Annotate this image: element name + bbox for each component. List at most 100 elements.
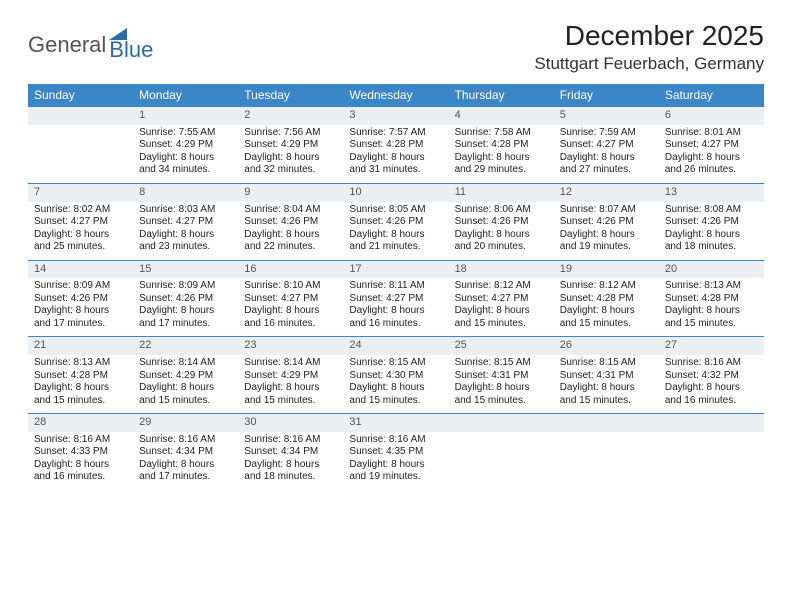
day-info-line: Sunrise: 8:15 AM	[455, 357, 548, 370]
location-label: Stuttgart Feuerbach, Germany	[534, 54, 764, 74]
day-info-line: Sunrise: 8:15 AM	[560, 357, 653, 370]
day-body: Sunrise: 8:14 AMSunset: 4:29 PMDaylight:…	[133, 355, 238, 413]
calendar-week-row: 1Sunrise: 7:55 AMSunset: 4:29 PMDaylight…	[28, 106, 764, 183]
day-body: Sunrise: 8:16 AMSunset: 4:32 PMDaylight:…	[659, 355, 764, 413]
day-info-line: and 34 minutes.	[139, 164, 232, 177]
calendar-day-cell: 1Sunrise: 7:55 AMSunset: 4:29 PMDaylight…	[133, 106, 238, 183]
day-number: 18	[449, 260, 554, 279]
day-info-line: Sunset: 4:28 PM	[560, 293, 653, 306]
day-info-line: and 23 minutes.	[139, 241, 232, 254]
day-body: Sunrise: 8:14 AMSunset: 4:29 PMDaylight:…	[238, 355, 343, 413]
day-number: 6	[659, 106, 764, 125]
calendar-day-cell: 8Sunrise: 8:03 AMSunset: 4:27 PMDaylight…	[133, 183, 238, 260]
day-info-line: and 18 minutes.	[665, 241, 758, 254]
day-info-line: Sunrise: 8:13 AM	[665, 280, 758, 293]
day-info-line: Sunrise: 8:13 AM	[34, 357, 127, 370]
day-body: Sunrise: 7:57 AMSunset: 4:28 PMDaylight:…	[343, 125, 448, 183]
day-number: 14	[28, 260, 133, 279]
day-number: 5	[554, 106, 659, 125]
day-number: 21	[28, 336, 133, 355]
brand-text-general: General	[28, 32, 106, 58]
day-info-line: Sunrise: 8:05 AM	[349, 204, 442, 217]
calendar-day-cell: 30Sunrise: 8:16 AMSunset: 4:34 PMDayligh…	[238, 413, 343, 490]
brand-text-blue: Blue	[109, 37, 153, 63]
day-number: 28	[28, 413, 133, 432]
calendar-day-cell: 21Sunrise: 8:13 AMSunset: 4:28 PMDayligh…	[28, 336, 133, 413]
day-body: Sunrise: 7:56 AMSunset: 4:29 PMDaylight:…	[238, 125, 343, 183]
day-info-line: and 21 minutes.	[349, 241, 442, 254]
day-info-line: and 20 minutes.	[455, 241, 548, 254]
day-number: 4	[449, 106, 554, 125]
calendar-day-cell: 18Sunrise: 8:12 AMSunset: 4:27 PMDayligh…	[449, 260, 554, 337]
day-body: Sunrise: 8:15 AMSunset: 4:31 PMDaylight:…	[449, 355, 554, 413]
day-info-line: Sunrise: 7:58 AM	[455, 127, 548, 140]
day-info-line: Sunset: 4:30 PM	[349, 370, 442, 383]
day-info-line: and 15 minutes.	[560, 395, 653, 408]
day-info-line: Sunrise: 8:09 AM	[34, 280, 127, 293]
day-body: Sunrise: 8:04 AMSunset: 4:26 PMDaylight:…	[238, 202, 343, 260]
day-info-line: Sunset: 4:26 PM	[244, 216, 337, 229]
weekday-header: Thursday	[449, 84, 554, 106]
day-body: Sunrise: 7:55 AMSunset: 4:29 PMDaylight:…	[133, 125, 238, 183]
day-number	[449, 413, 554, 432]
calendar-day-cell: 3Sunrise: 7:57 AMSunset: 4:28 PMDaylight…	[343, 106, 448, 183]
day-info-line: Daylight: 8 hours	[665, 382, 758, 395]
calendar-day-cell: 26Sunrise: 8:15 AMSunset: 4:31 PMDayligh…	[554, 336, 659, 413]
calendar-day-cell: 5Sunrise: 7:59 AMSunset: 4:27 PMDaylight…	[554, 106, 659, 183]
day-info-line: Sunrise: 7:56 AM	[244, 127, 337, 140]
day-info-line: Daylight: 8 hours	[455, 229, 548, 242]
day-number: 25	[449, 336, 554, 355]
day-info-line: Sunset: 4:26 PM	[34, 293, 127, 306]
day-info-line: Sunset: 4:26 PM	[139, 293, 232, 306]
day-body: Sunrise: 8:08 AMSunset: 4:26 PMDaylight:…	[659, 202, 764, 260]
day-number: 31	[343, 413, 448, 432]
day-number: 8	[133, 183, 238, 202]
day-info-line: Daylight: 8 hours	[139, 382, 232, 395]
day-body: Sunrise: 8:15 AMSunset: 4:30 PMDaylight:…	[343, 355, 448, 413]
day-info-line: Daylight: 8 hours	[34, 459, 127, 472]
day-body: Sunrise: 8:05 AMSunset: 4:26 PMDaylight:…	[343, 202, 448, 260]
day-info-line: Daylight: 8 hours	[139, 305, 232, 318]
day-info-line: Sunset: 4:35 PM	[349, 446, 442, 459]
day-number: 29	[133, 413, 238, 432]
day-info-line: and 15 minutes.	[139, 395, 232, 408]
day-number: 17	[343, 260, 448, 279]
calendar-day-cell: 25Sunrise: 8:15 AMSunset: 4:31 PMDayligh…	[449, 336, 554, 413]
day-number: 10	[343, 183, 448, 202]
day-body: Sunrise: 8:01 AMSunset: 4:27 PMDaylight:…	[659, 125, 764, 183]
calendar-day-cell: 27Sunrise: 8:16 AMSunset: 4:32 PMDayligh…	[659, 336, 764, 413]
day-body	[449, 432, 554, 490]
day-info-line: and 22 minutes.	[244, 241, 337, 254]
day-info-line: Sunset: 4:29 PM	[244, 370, 337, 383]
day-info-line: Sunset: 4:31 PM	[560, 370, 653, 383]
weekday-row: SundayMondayTuesdayWednesdayThursdayFrid…	[28, 84, 764, 106]
calendar-day-cell: 28Sunrise: 8:16 AMSunset: 4:33 PMDayligh…	[28, 413, 133, 490]
day-info-line: Sunset: 4:27 PM	[560, 139, 653, 152]
day-info-line: Sunrise: 8:08 AM	[665, 204, 758, 217]
day-info-line: and 25 minutes.	[34, 241, 127, 254]
calendar-day-cell	[28, 106, 133, 183]
weekday-header: Monday	[133, 84, 238, 106]
day-info-line: Sunrise: 8:16 AM	[665, 357, 758, 370]
day-info-line: Daylight: 8 hours	[244, 152, 337, 165]
day-body: Sunrise: 8:02 AMSunset: 4:27 PMDaylight:…	[28, 202, 133, 260]
day-body: Sunrise: 8:06 AMSunset: 4:26 PMDaylight:…	[449, 202, 554, 260]
calendar-day-cell: 20Sunrise: 8:13 AMSunset: 4:28 PMDayligh…	[659, 260, 764, 337]
month-title: December 2025	[534, 20, 764, 52]
day-info-line: Sunset: 4:26 PM	[560, 216, 653, 229]
day-number: 20	[659, 260, 764, 279]
day-info-line: Sunrise: 8:12 AM	[560, 280, 653, 293]
day-info-line: and 16 minutes.	[349, 318, 442, 331]
day-info-line: Daylight: 8 hours	[455, 152, 548, 165]
day-body: Sunrise: 8:13 AMSunset: 4:28 PMDaylight:…	[28, 355, 133, 413]
day-info-line: Sunrise: 8:15 AM	[349, 357, 442, 370]
day-body: Sunrise: 8:16 AMSunset: 4:35 PMDaylight:…	[343, 432, 448, 490]
day-info-line: Sunset: 4:29 PM	[139, 370, 232, 383]
day-info-line: Daylight: 8 hours	[455, 305, 548, 318]
calendar-week-row: 14Sunrise: 8:09 AMSunset: 4:26 PMDayligh…	[28, 260, 764, 337]
day-number: 7	[28, 183, 133, 202]
day-body: Sunrise: 8:09 AMSunset: 4:26 PMDaylight:…	[28, 278, 133, 336]
day-info-line: and 15 minutes.	[455, 318, 548, 331]
day-body: Sunrise: 8:11 AMSunset: 4:27 PMDaylight:…	[343, 278, 448, 336]
day-info-line: Sunset: 4:29 PM	[244, 139, 337, 152]
